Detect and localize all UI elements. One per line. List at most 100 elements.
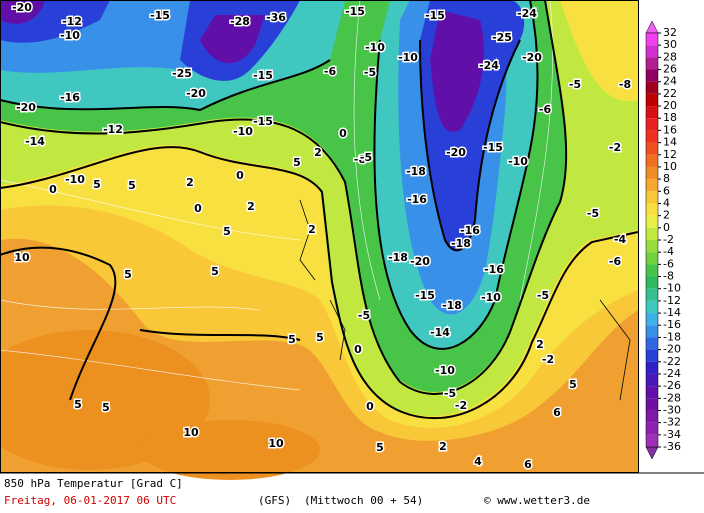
legend-swatch (646, 203, 658, 216)
contour-label: -16 (484, 263, 504, 276)
contour-label: -20 (522, 51, 542, 64)
contour-label: 0 (49, 183, 57, 196)
legend-tick-label: -16 (663, 318, 681, 331)
contour-label: 2 (314, 146, 322, 159)
legend-swatch (646, 142, 658, 155)
legend-tick-label: -14 (663, 306, 681, 319)
model-name: (GFS) (258, 494, 291, 507)
legend-swatch (646, 300, 658, 314)
contour-label: 0 (354, 343, 362, 356)
legend-swatch (646, 240, 658, 253)
legend-swatch (646, 434, 658, 447)
contour-label: -10 (233, 125, 253, 138)
contour-label: -20 (446, 146, 466, 159)
contour-label: 6 (553, 406, 561, 419)
contour-label: -10 (60, 29, 80, 42)
contour-label: 5 (128, 179, 136, 192)
legend-swatch (646, 410, 658, 423)
legend-swatch (646, 166, 658, 180)
legend-swatch (646, 422, 658, 435)
contour-label: -6 (609, 255, 622, 268)
legend-swatch (646, 227, 658, 240)
legend-tick-label: 2 (663, 209, 670, 222)
contour-label: -25 (172, 67, 192, 80)
legend-tick-label: 20 (663, 99, 677, 112)
legend-swatch (646, 45, 658, 58)
legend-swatch (646, 361, 658, 374)
contour-label: -28 (230, 15, 250, 28)
contour-label: 2 (439, 440, 447, 453)
contour-label: 10 (268, 437, 284, 450)
legend-above (645, 20, 659, 34)
legend-tick-label: -32 (663, 416, 681, 429)
contour-label: -18 (451, 237, 471, 250)
contour-label: -10 (481, 291, 501, 304)
legend-tick-label: -24 (663, 367, 681, 380)
coastline (299, 199, 631, 401)
contour-label: -5 (444, 387, 456, 400)
legend-tick-label: 22 (663, 87, 677, 100)
footer-title: 850 hPa Temperatur [Grad C] (4, 477, 183, 490)
contour-label: -20 (186, 87, 206, 100)
legend-swatch (646, 106, 658, 119)
contour-label: 10 (183, 426, 199, 439)
legend-tick-label: 28 (663, 50, 677, 63)
contour-label: 5 (569, 378, 577, 391)
legend-tick-label: 26 (663, 63, 677, 76)
legend-swatch (646, 130, 658, 143)
legend-tick-label: 32 (663, 26, 677, 39)
contour-label: -24 (517, 7, 537, 20)
contour-label: -15 (425, 9, 445, 22)
legend-swatch (646, 215, 658, 228)
contour-label: -15 (150, 9, 170, 22)
contour-label: -24 (479, 59, 499, 72)
legend-tick-label: 6 (663, 184, 670, 197)
contour-label: 10 (14, 251, 30, 264)
legend-tick-label: -6 (663, 257, 674, 270)
contour-label: 5 (376, 441, 384, 454)
legend-swatch (646, 373, 658, 387)
contour-label: -8 (619, 78, 631, 91)
contour-label: 5 (124, 268, 132, 281)
contour-label: -18 (388, 251, 408, 264)
isotherm-area (0, 0, 484, 132)
contour-label: -14 (25, 135, 45, 148)
contour-label: -10 (435, 364, 455, 377)
valid-time: Freitag, 06-01-2017 06 UTC (4, 494, 176, 507)
legend-swatch (646, 191, 658, 204)
contour-line (0, 146, 639, 420)
contour-label: -10 (398, 51, 418, 64)
contour-label: -10 (508, 155, 528, 168)
contour-label: -12 (103, 123, 123, 136)
legend-swatch (646, 252, 658, 265)
legend-swatch (646, 313, 658, 326)
legend-swatch (646, 337, 658, 350)
contour-label: -16 (407, 193, 427, 206)
legend-tick-label: -34 (663, 428, 681, 441)
legend-tick-label: -20 (663, 343, 681, 356)
legend-tick-label: 24 (663, 75, 677, 88)
contour-label: 5 (93, 178, 101, 191)
contour-label: 0 (366, 400, 374, 413)
legend-tick-label: -22 (663, 355, 681, 368)
legend-swatch (646, 118, 658, 131)
contour-label: -36 (266, 11, 286, 24)
contour-label: 2 (247, 200, 255, 213)
legend-swatch (646, 276, 658, 289)
map: -20-12-10-15 -28 -36 -15 -15 -24-25-20-24-10-… (0, 0, 639, 480)
legend-tick-label: -10 (663, 282, 681, 295)
legend-tick-label: -36 (663, 440, 681, 453)
contour-label: -15 (253, 115, 273, 128)
legend-tick-label: -4 (663, 245, 674, 258)
contour-label: -4 (614, 233, 627, 246)
warm-area (140, 420, 320, 480)
legend-swatch (646, 264, 658, 277)
legend-tick-label: 18 (663, 111, 677, 124)
contour-label: 5 (293, 156, 301, 169)
credit: © www.wetter3.de (484, 494, 590, 507)
legend-tick-label: 12 (663, 148, 677, 161)
legend-swatch (646, 81, 658, 94)
legend-swatch (646, 57, 658, 70)
legend-tick-label: -2 (663, 233, 674, 246)
